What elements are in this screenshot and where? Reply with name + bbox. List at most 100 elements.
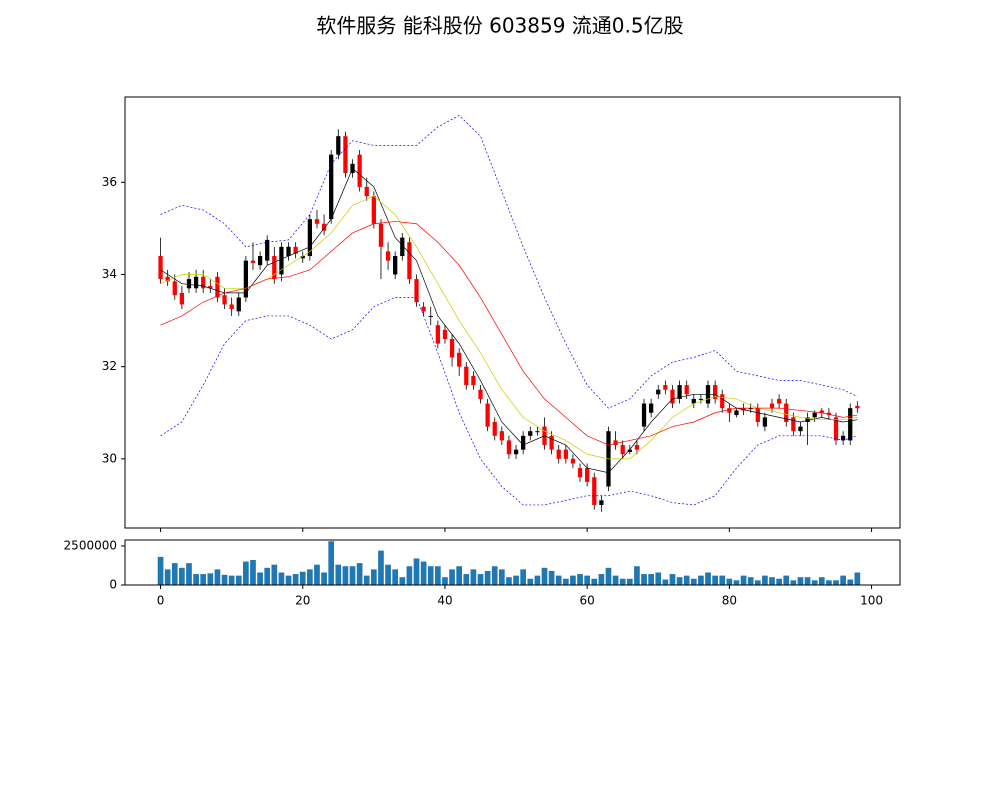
volume-bar [271,564,278,585]
candle-body [506,440,512,455]
volume-bar [285,575,292,585]
volume-bar [726,578,733,585]
candle-body [186,279,192,289]
candle-body [449,339,455,358]
x-tick-label: 80 [722,594,737,608]
candle-body [812,412,817,418]
candle-body [556,449,561,459]
volume-bar [371,569,377,585]
volume-bar [705,572,711,585]
volume-bar [378,550,384,585]
candle-body [393,256,398,275]
candle-body [727,408,732,413]
y-tick-label: 36 [102,175,117,189]
volume-bar [513,575,519,585]
volume-bar [690,578,697,585]
volume-bar [584,575,590,585]
volume-bar [619,578,626,585]
volume-bar [491,566,498,585]
volume-bar [612,575,619,585]
volume-bar [669,574,676,585]
volume-bar [435,566,441,585]
volume-bar [449,569,455,585]
volume-bar [826,580,832,585]
volume-bar [520,569,527,585]
volume-bar [598,574,605,585]
indicator-line [160,195,858,460]
volume-bar [221,574,228,585]
volume-bar [498,569,505,585]
candle-body [229,304,234,310]
x-tick-label: 60 [580,594,595,608]
volume-bar [349,566,356,585]
candle-body [457,352,462,367]
candle-body [684,385,689,395]
volume-bar [257,572,263,585]
volume-bar [335,564,342,585]
axes-frame [124,539,901,586]
volume-bar [676,577,683,585]
volume-bar [634,566,640,585]
volume-bar [442,577,448,585]
x-tick-label: 0 [157,594,165,608]
candle-body [314,219,320,224]
volume-bar [164,569,171,585]
candle-body [748,408,753,410]
volume-bar [733,580,740,585]
candle-body [421,306,426,312]
volume-bar [740,575,747,585]
volume-bar [833,580,839,585]
candle-body [769,403,775,409]
candle-body [663,385,668,390]
candle-body [855,405,860,409]
volume-bar [385,564,391,585]
volume-bar [847,579,854,585]
y-tick-label: 30 [102,451,117,465]
volume-bar [235,575,242,585]
candle-body [272,256,277,280]
volume-bar [662,579,669,585]
candle-body [819,410,824,413]
volume-bar [762,575,768,585]
volume-bar [783,575,790,585]
candle-body [321,223,327,231]
volume-bar [769,577,775,585]
indicator-line [160,221,858,446]
candle-body [286,246,291,257]
volume-bar [626,578,633,585]
candle-body [378,223,384,247]
volume-bar [506,577,512,585]
volume-bar [470,569,477,585]
volume-bar [278,572,285,585]
volume-bar [577,574,583,585]
volume-bar [463,574,470,585]
candle-body [293,246,298,254]
volume-bar [420,561,427,585]
y-tick-label: 2500000 [64,538,117,552]
candle-body [300,256,305,259]
candle-body [243,260,249,298]
candle-body [250,260,256,263]
candle-body [357,154,362,187]
candle-body [265,239,270,261]
volume-bar [363,575,370,585]
volume-bar [207,573,214,585]
volume-bar [250,560,256,585]
volume-bar [591,578,598,585]
candle-body [691,398,696,404]
volume-bar [200,574,207,585]
candle-body [592,477,597,505]
volume-bar [790,580,797,585]
candle-body [208,285,213,289]
candle-body [805,417,810,422]
volume-bar [228,575,235,585]
volume-bar [179,567,185,585]
candle-body [179,292,185,305]
candle-body [570,458,576,464]
volume-bar [484,570,491,585]
candle-body [414,279,419,303]
candle-body [499,431,504,441]
candle-body [385,251,391,261]
candle-body [236,297,241,312]
volume-bar [641,574,647,585]
